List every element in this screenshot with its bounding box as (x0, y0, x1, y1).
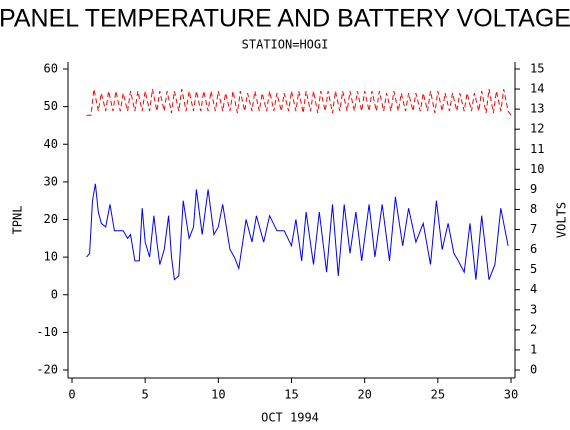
y2-tick-label: 14 (530, 82, 544, 96)
y-tick-label: 0 (51, 287, 58, 301)
x-tick-label: 0 (68, 388, 75, 402)
x-tick-label: 25 (431, 388, 445, 402)
y2-tick-label: 12 (530, 122, 544, 136)
y2-tick-label: 3 (530, 302, 537, 316)
y-tick-label: 20 (44, 212, 58, 226)
y2-tick-label: 6 (530, 242, 537, 256)
y2-axis-label: VOLTS (555, 202, 569, 238)
y2-tick-label: 2 (530, 322, 537, 336)
y2-tick-label: 10 (530, 162, 544, 176)
y-tick-label: 60 (44, 62, 58, 76)
y2-tick-label: 13 (530, 102, 544, 116)
x-tick-label: 20 (357, 388, 371, 402)
chart-title: PANEL TEMPERATURE AND BATTERY VOLTAGE (0, 5, 570, 33)
y2-tick-label: 8 (530, 202, 537, 216)
y2-tick-label: 5 (530, 262, 537, 276)
x-tick-label: 15 (284, 388, 298, 402)
y2-tick-label: 11 (530, 142, 544, 156)
x-axis-label: OCT 1994 (261, 411, 319, 425)
y-tick-label: 40 (44, 137, 58, 151)
chart-subtitle: STATION=HOGI (242, 38, 329, 52)
y2-tick-label: 15 (530, 62, 544, 76)
y2-tick-label: 9 (530, 182, 537, 196)
data-line (86, 183, 509, 281)
x-tick-label: 30 (504, 388, 518, 402)
y-axis-label: TPNL (11, 206, 25, 235)
y2-tick-label: 0 (530, 363, 537, 377)
data-line (86, 89, 512, 116)
y-tick-label: -10 (36, 325, 58, 339)
y-tick-label: 50 (44, 99, 58, 113)
y-tick-label: 30 (44, 174, 58, 188)
x-tick-label: 10 (211, 388, 225, 402)
y-tick-label: 10 (44, 250, 58, 264)
y-tick-label: -20 (36, 363, 58, 377)
x-tick-label: 5 (142, 388, 149, 402)
y2-tick-label: 1 (530, 342, 537, 356)
y2-tick-label: 4 (530, 282, 537, 296)
y2-tick-label: 7 (530, 222, 537, 236)
